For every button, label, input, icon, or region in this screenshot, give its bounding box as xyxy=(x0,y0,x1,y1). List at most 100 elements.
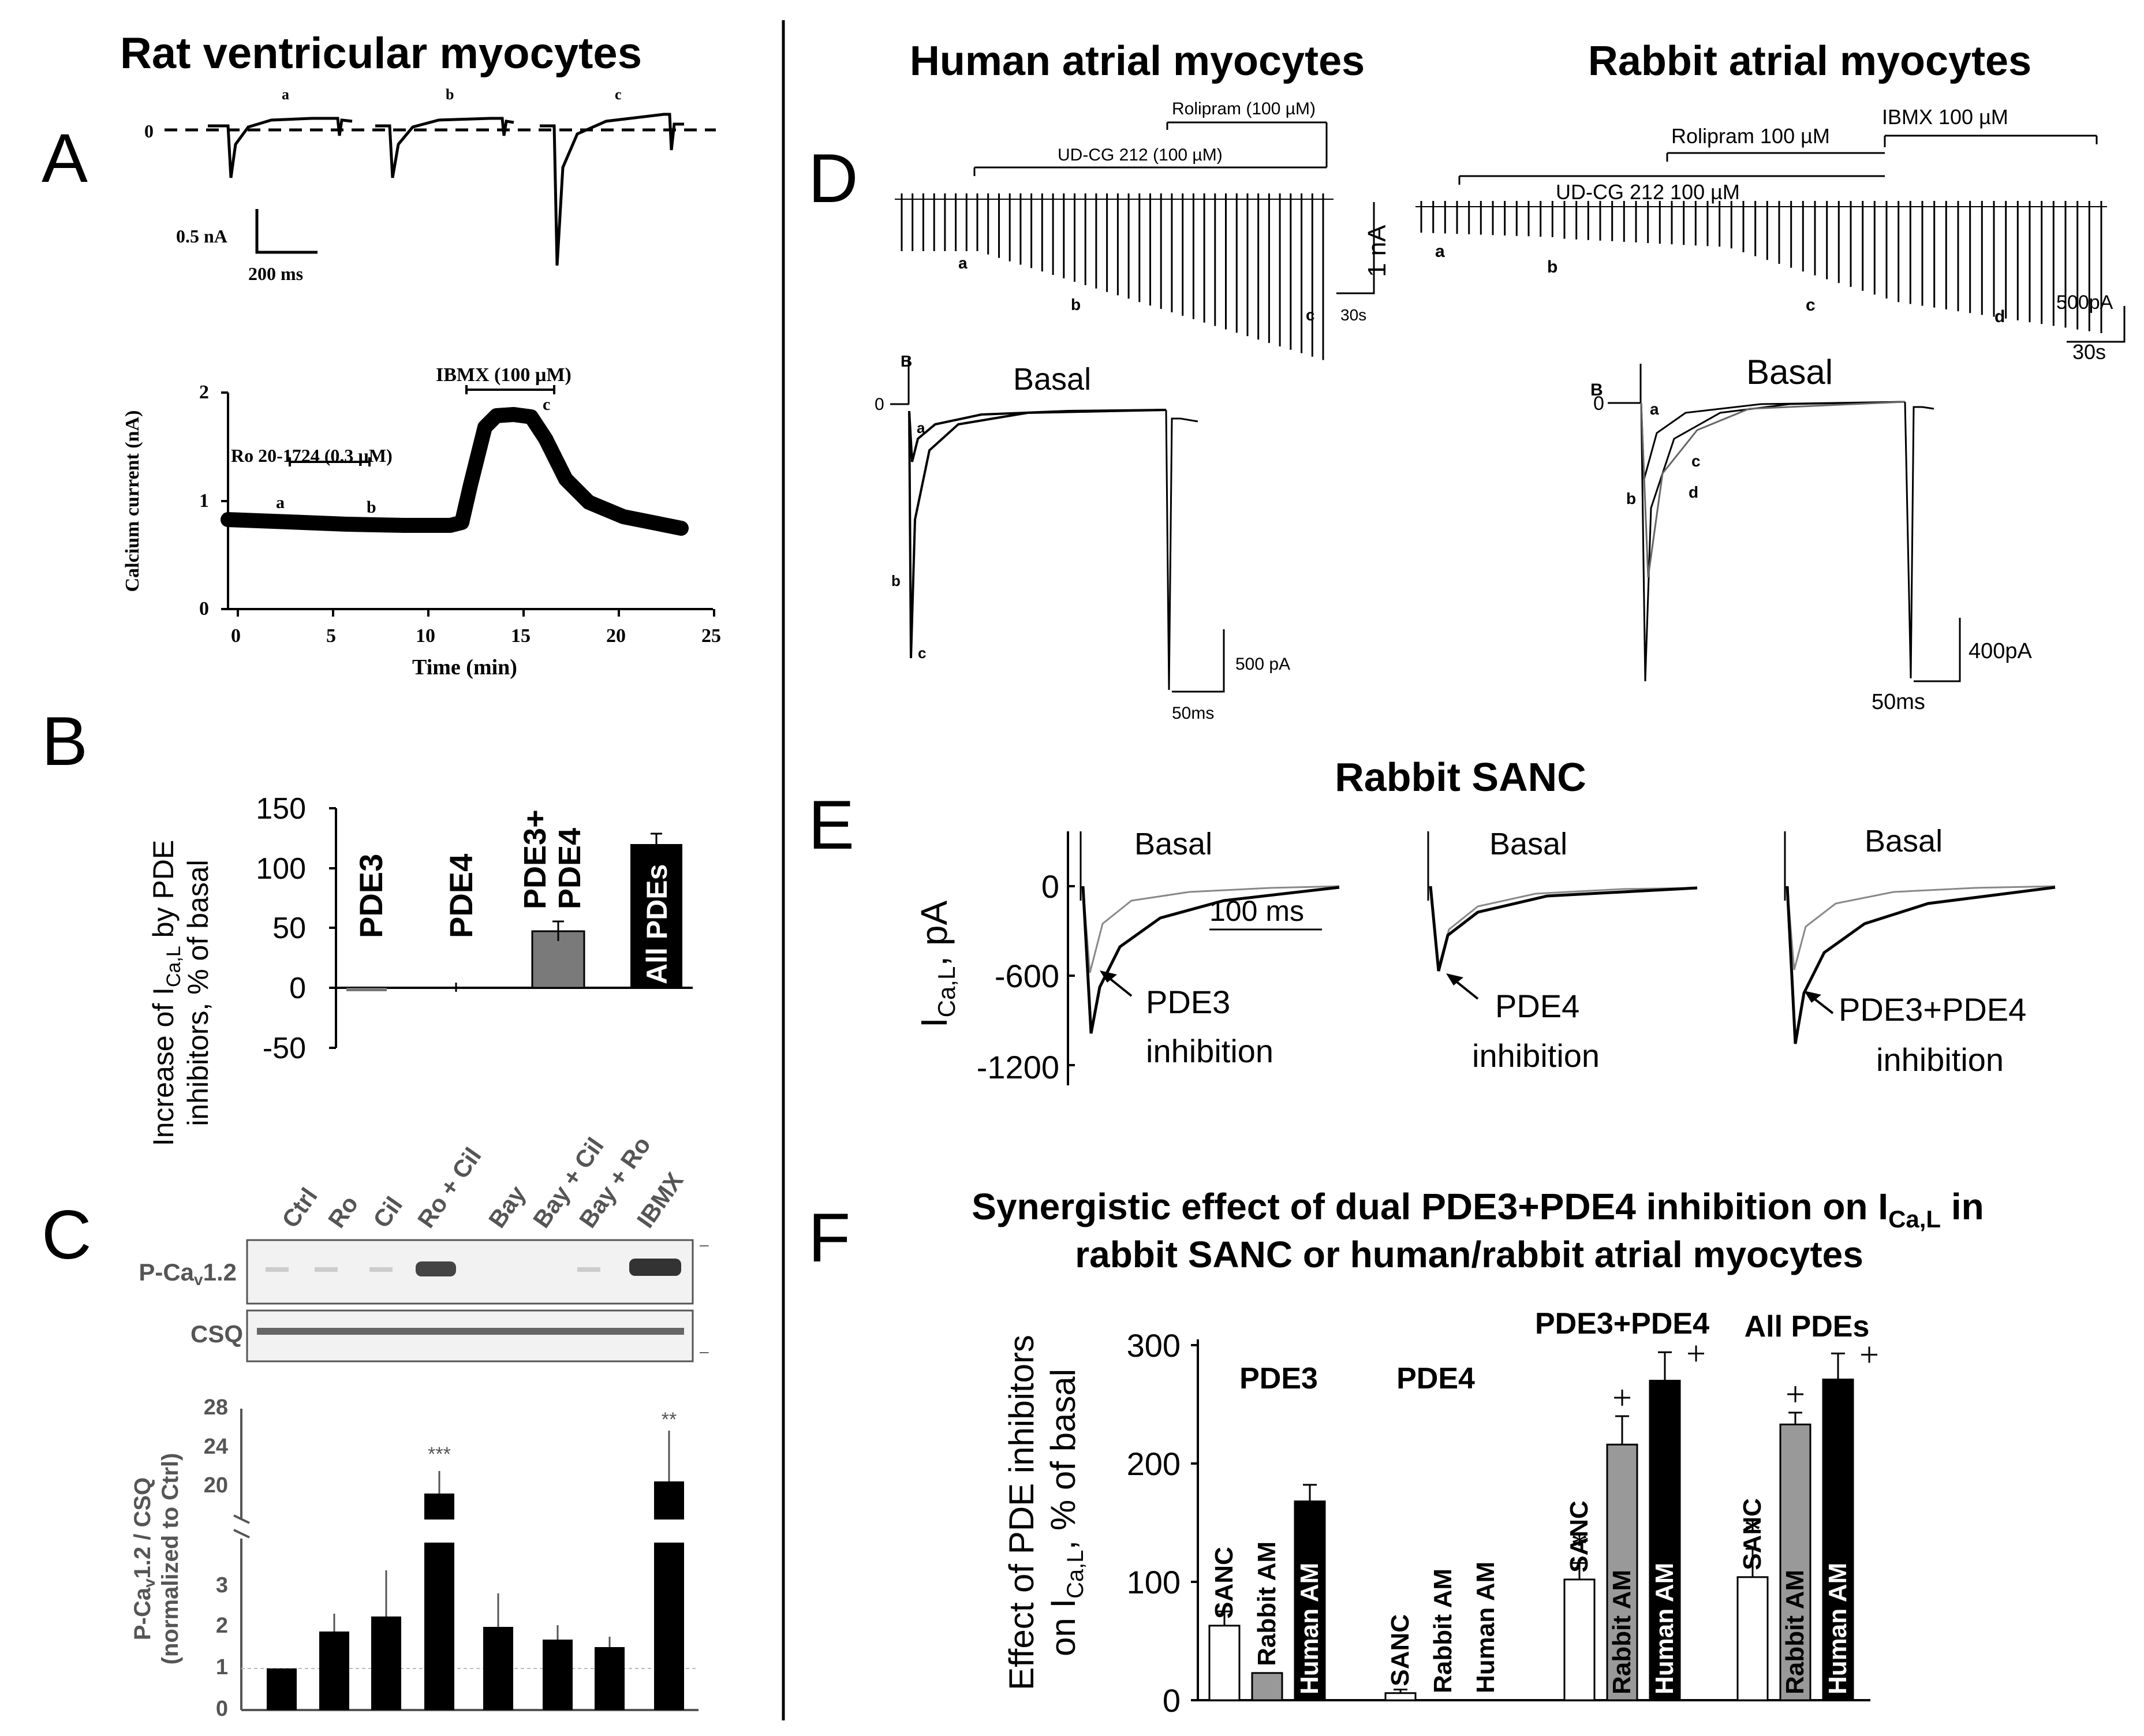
rabbit-pt-c: c xyxy=(1806,296,1816,315)
f-group-label: PDE3 xyxy=(1239,1362,1318,1395)
x-tick: 5 xyxy=(326,625,336,647)
scale-bar xyxy=(255,209,318,254)
b-bar-all-pdes xyxy=(630,844,682,988)
x-tick: 0 xyxy=(231,625,241,647)
e-y-tick: 0 xyxy=(1041,868,1059,905)
lane-label: Cil xyxy=(368,1192,408,1233)
y-axis-label: Calcium current (nA) xyxy=(122,410,143,592)
human-pt-a: a xyxy=(958,254,968,272)
rabbit-pt-d: d xyxy=(1994,307,2005,326)
f-chart: 300 200 100 0 PDE3 SANC Rabbit AM Human AM PDE4 S… xyxy=(1127,1307,1879,1719)
e-scale: 100 ms xyxy=(1209,895,1304,927)
human-scale-x: 30s xyxy=(1340,306,1366,324)
f-bar xyxy=(1736,1576,1769,1701)
b-y-label-1: Increase of ICa,L by PDE xyxy=(147,840,185,1146)
rabbit-scale-y: 500pA xyxy=(2056,292,2113,313)
human-basal: Basal xyxy=(1013,362,1091,397)
point-c: c xyxy=(543,395,550,414)
rabbit-current-tail xyxy=(1904,401,1934,679)
e-y-tick: -600 xyxy=(995,958,1059,994)
lane-label: Ro + Cil xyxy=(412,1143,487,1233)
f-title-2: rabbit SANC or human/rabbit atrial myocy… xyxy=(1075,1234,1863,1275)
c-bar xyxy=(267,1668,297,1710)
rabbit-basal: Basal xyxy=(1746,353,1833,391)
scale-y-label: 0.5 nA xyxy=(176,226,227,247)
e2-pde4-trace xyxy=(1429,886,1698,972)
c-bar xyxy=(483,1627,513,1710)
f-marker-plus: + xyxy=(1686,1334,1706,1372)
c-bar xyxy=(654,1481,684,1710)
b-y-label-2: inhibitors, % of basal xyxy=(182,860,214,1126)
rat-title: Rat ventricular myocytes xyxy=(120,29,642,78)
human-zero: 0 xyxy=(875,395,884,414)
human-scale-y: 1 nA xyxy=(1363,225,1391,277)
panel-d: D Human atrial myocytes Rabbit atrial my… xyxy=(808,38,2126,723)
human-raster-trace xyxy=(901,193,1324,360)
f-series-label: Rabbit AM xyxy=(1608,1570,1636,1694)
f-group-label: PDE4 xyxy=(1396,1362,1475,1395)
x-tick: 15 xyxy=(511,625,531,647)
rabbit-raster-trace xyxy=(1420,201,2102,333)
x-tick: 10 xyxy=(416,625,435,647)
f-y-label-1: Effect of PDE inhibitors xyxy=(1002,1335,1041,1690)
e1-basal: Basal xyxy=(1134,827,1212,861)
f-group-label: All PDEs xyxy=(1745,1310,1870,1343)
human-current-tail xyxy=(1165,409,1198,690)
b-y-tick: 100 xyxy=(256,852,306,886)
time-course-chart: 2 1 0 0 5 10 15 20 25 Time (min) Calcium… xyxy=(122,364,721,680)
rabbit-scale-x: 30s xyxy=(2072,340,2106,364)
scale-x-label: 200 ms xyxy=(248,263,303,284)
rabbit-pt-b: b xyxy=(1547,257,1557,277)
human-trace-c: c xyxy=(918,644,926,662)
c-y-tick: 2 xyxy=(216,1614,228,1638)
b-y-tick: 150 xyxy=(256,792,306,826)
f-title-1: Synergistic effect of dual PDE3+PDE4 inh… xyxy=(972,1186,1984,1233)
b-label-all-pdes: All PDEs xyxy=(641,864,673,984)
human-title: Human atrial myocytes xyxy=(910,38,1365,84)
e3-label-1: PDE3+PDE4 xyxy=(1839,991,2026,1028)
f-marker-star: * xyxy=(1571,1525,1588,1563)
blot-p-cav12 xyxy=(246,1239,694,1305)
human-current-c xyxy=(908,409,1167,659)
current-trace-c xyxy=(540,113,684,266)
f-bar xyxy=(1294,1500,1326,1701)
blot-label-csq: CSQ xyxy=(191,1320,243,1347)
f-marker-plus: + xyxy=(1859,1335,1879,1373)
f-series-label: SANC xyxy=(1738,1498,1766,1570)
svg-text:–: – xyxy=(700,1342,709,1360)
lane-label: Ctrl xyxy=(277,1183,323,1233)
panel-c: C Ctrl Ro Cil Ro + Cil Bay Bay + Cil Bay… xyxy=(42,1132,709,1721)
e-y-tick: -1200 xyxy=(977,1049,1059,1085)
f-series-label: SANC xyxy=(1210,1547,1238,1619)
f-marker-plus: + xyxy=(1786,1375,1805,1413)
human-rolipram: Rolipram (100 µM) xyxy=(1172,99,1316,118)
rabbit-rolipram: Rolipram 100 µM xyxy=(1671,124,1830,148)
rabbit-current-cd xyxy=(1640,401,1906,578)
panel-letter-a: A xyxy=(42,120,88,197)
human-trace-b: b xyxy=(891,572,901,589)
calcium-current-trace xyxy=(221,407,689,536)
c-bar xyxy=(595,1647,625,1710)
zero-label: 0 xyxy=(144,121,154,141)
f-y-tick: 100 xyxy=(1127,1564,1181,1600)
b-y-tick: 50 xyxy=(272,912,306,945)
human-scale2-y: 500 pA xyxy=(1235,655,1290,674)
c-sig: *** xyxy=(428,1443,451,1465)
rabbit-scale-bar xyxy=(2067,306,2126,343)
c-y-label-2: (normalized to Ctrl) xyxy=(158,1453,183,1665)
f-bar xyxy=(1251,1672,1283,1701)
human-scale-bar xyxy=(1336,202,1375,294)
e2-basal-trace xyxy=(1429,886,1698,968)
rabbit-trace-c: c xyxy=(1691,452,1701,470)
blot-csq xyxy=(246,1309,694,1362)
panel-letter-f: F xyxy=(808,1199,850,1276)
e2-label-1: PDE4 xyxy=(1495,988,1579,1024)
b-y-tick: 0 xyxy=(289,972,306,1005)
c-y-label-1: P-Cav1.2 / CSQ xyxy=(130,1477,158,1640)
rabbit-scale2 xyxy=(1914,618,1961,682)
rabbit-trace-a: a xyxy=(1650,400,1659,418)
y-tick: 0 xyxy=(199,598,209,619)
ibmx-label: IBMX (100 µM) xyxy=(436,364,572,386)
f-marker-plus: + xyxy=(1612,1379,1632,1417)
f-series-label: Human AM xyxy=(1824,1563,1852,1694)
